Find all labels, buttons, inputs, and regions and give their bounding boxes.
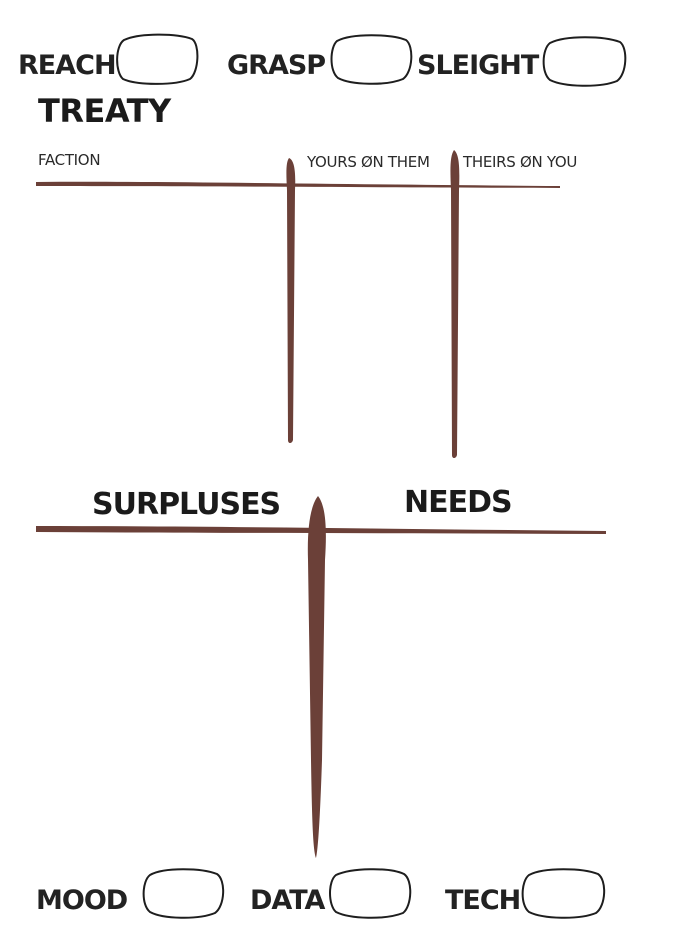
treaty-title: TREATY — [38, 92, 171, 130]
reach-label: REACH — [18, 50, 117, 81]
needs-heading: NEEDS — [404, 485, 513, 520]
grasp-value-box[interactable] — [328, 32, 414, 86]
surpluses-heading: SURPLUSES — [92, 487, 281, 522]
data-value-box[interactable] — [327, 866, 413, 920]
sleight-label: SLEIGHT — [417, 50, 539, 81]
grasp-label: GRASP — [227, 50, 326, 81]
column-header-faction: FACTION — [38, 151, 101, 169]
column-header-theirs-on-you: THEIRS ØN YOU — [463, 153, 578, 171]
tech-value-box[interactable] — [519, 866, 607, 920]
mood-value-box[interactable] — [140, 866, 226, 920]
reach-value-box[interactable] — [114, 32, 200, 86]
tech-label: TECH — [445, 885, 521, 916]
needs-entry[interactable] — [334, 540, 604, 850]
data-label: DATA — [250, 885, 325, 916]
column-header-yours-on-them: YOURS ØN THEM — [307, 153, 430, 171]
mood-label: MOOD — [36, 885, 128, 916]
sleight-value-box[interactable] — [540, 34, 628, 88]
surpluses-entry[interactable] — [36, 540, 302, 850]
